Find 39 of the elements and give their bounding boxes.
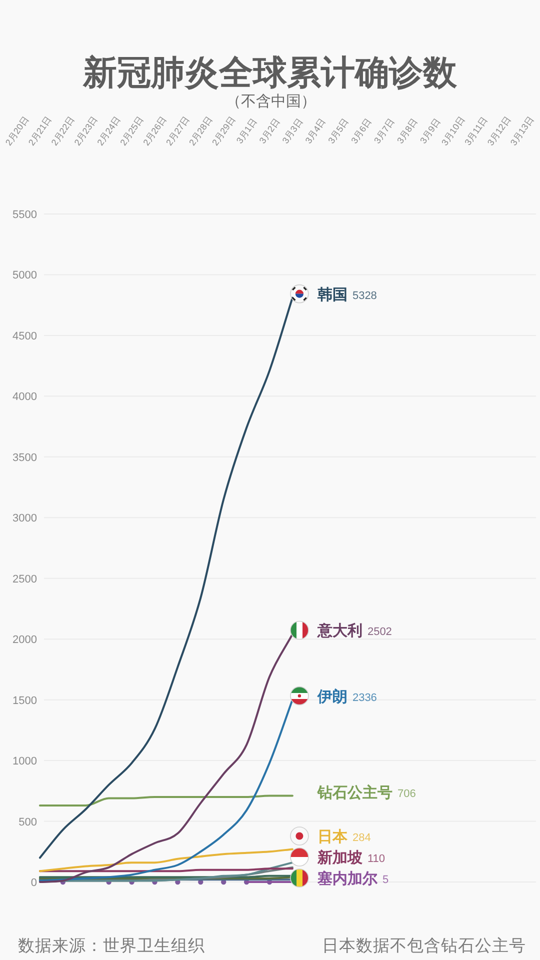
series-label: 日本 xyxy=(317,828,348,846)
x-tick-label: 3月1日 xyxy=(234,116,259,146)
x-tick-label: 3月9日 xyxy=(418,116,442,146)
legend-label: 伊朗 xyxy=(316,687,348,706)
text: 日本数据不包含钻石公主号 xyxy=(322,936,526,955)
source-note: 数据来源：世界卫生组织 xyxy=(18,937,205,955)
y-tick-label: 4500 xyxy=(12,330,37,342)
chart-subtitle: （不含中国） xyxy=(226,93,316,110)
y-tick-label: 500 xyxy=(18,816,37,828)
y-tick-label: 4000 xyxy=(12,391,37,404)
legend-label: 意大利 xyxy=(316,622,362,640)
x-tick-label: 3月4日 xyxy=(303,116,328,146)
legend-label: 塞内加尔 xyxy=(316,870,378,888)
y-tick-label: 2500 xyxy=(12,573,37,586)
annotation: 110 xyxy=(367,853,385,865)
series-label: 钻石公主号 xyxy=(316,783,392,802)
chart-title: 新冠肺炎全球累计确诊数 xyxy=(82,54,458,92)
y-tick-label: 2000 xyxy=(12,634,37,646)
annotation: 2502 xyxy=(367,626,392,638)
y-tick-label: 1000 xyxy=(12,756,37,768)
y-tick-label: 5500 xyxy=(12,209,37,221)
y-tick-label: 1500 xyxy=(12,694,37,707)
x-tick-label: 3月5日 xyxy=(326,116,350,146)
legend-label: 新加坡 xyxy=(316,848,364,866)
y-tick-label: 0 xyxy=(30,877,37,889)
y-tick-label: 5000 xyxy=(12,270,37,282)
x-tick-label: 3月6日 xyxy=(349,116,374,146)
y-tick-label: 3500 xyxy=(12,452,37,464)
x-tick-label: 3月8日 xyxy=(395,116,420,146)
x-tick-label: 3月7日 xyxy=(372,116,396,146)
x-tick-label: 3月3日 xyxy=(280,116,305,146)
x-tick-label: 3月2日 xyxy=(257,116,282,146)
y-tick-label: 3000 xyxy=(12,512,37,525)
annotation: 2336 xyxy=(352,692,377,704)
annotation: 5 xyxy=(382,874,389,886)
annotation: 5328 xyxy=(352,290,377,302)
annotation: 284 xyxy=(352,832,371,844)
legend-label: 韩国 xyxy=(316,286,348,304)
annotation: 706 xyxy=(397,788,416,800)
